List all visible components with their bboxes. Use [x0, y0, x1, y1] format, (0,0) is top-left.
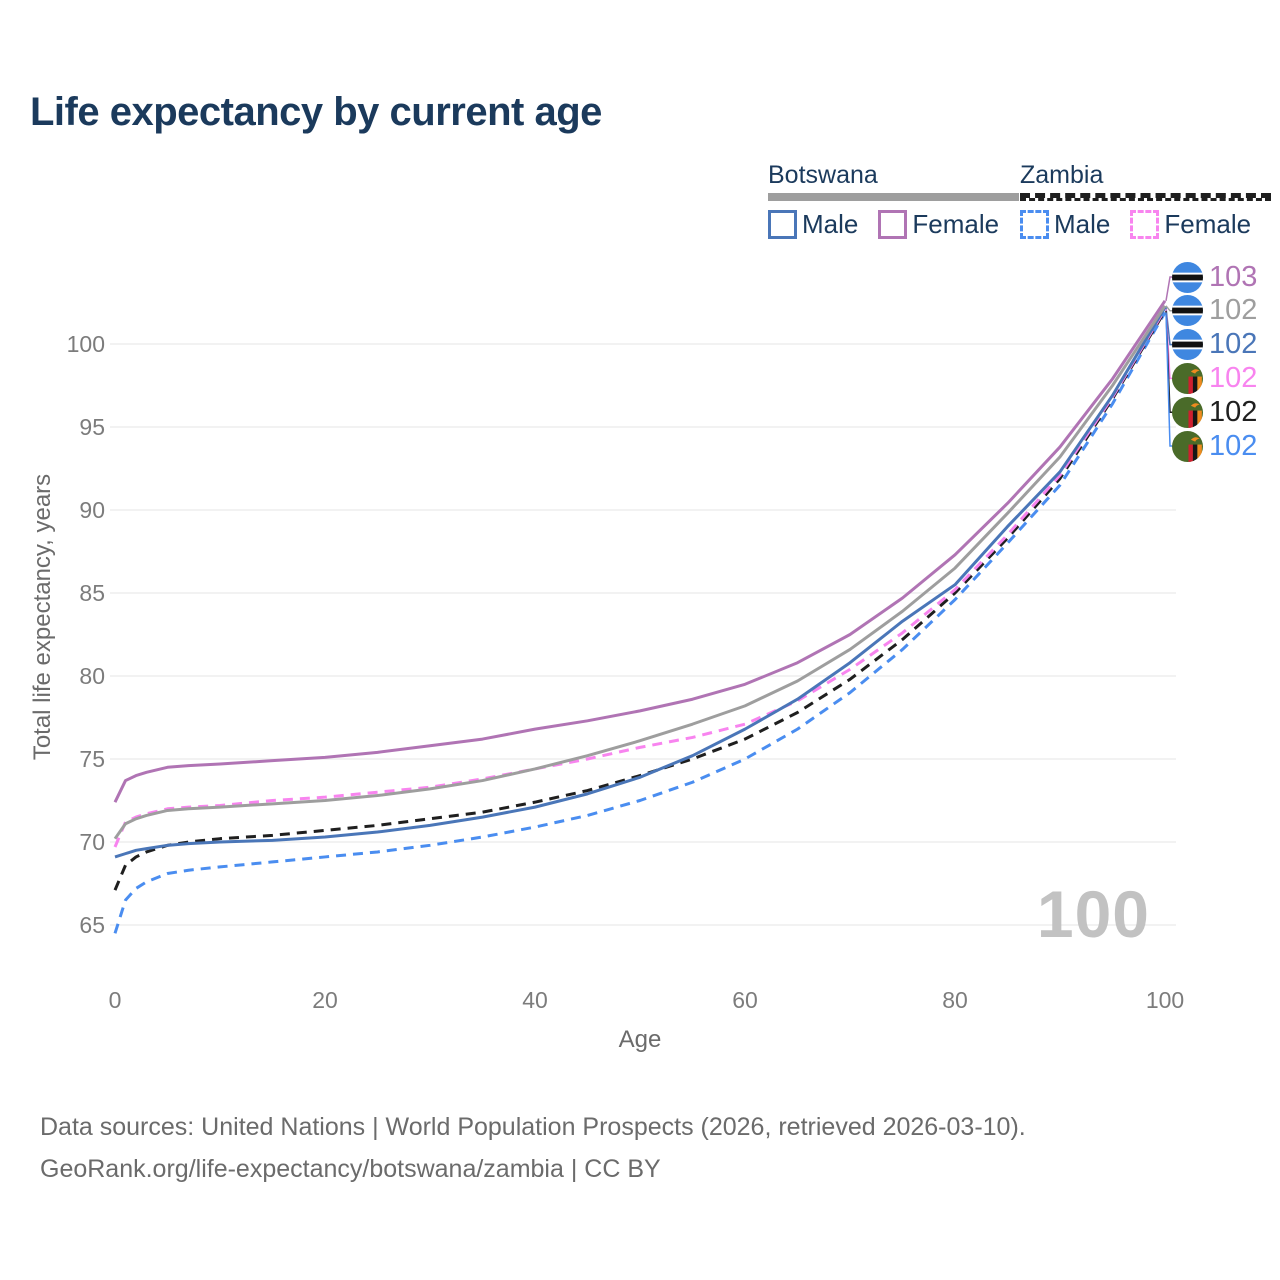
series-line-botswana[interactable] — [113, 304, 1167, 840]
y-tick-85: 85 — [79, 580, 105, 606]
y-tick-95: 95 — [79, 414, 105, 440]
end-label-botswana-male[interactable]: 102 — [1172, 328, 1257, 362]
end-label-zambia-male[interactable]: 102 — [1172, 429, 1257, 463]
flag-botswana-icon — [1172, 295, 1203, 327]
y-tick-70: 70 — [79, 829, 105, 855]
flag-botswana-icon — [1172, 261, 1203, 293]
x-tick-80: 80 — [942, 987, 968, 1013]
x-tick-40: 40 — [522, 987, 548, 1013]
page-title: Life expectancy by current age — [30, 90, 602, 134]
y-tick-90: 90 — [79, 497, 105, 523]
flag-zambia-icon — [1172, 362, 1203, 394]
legend-item-zambia-male[interactable]: Male — [1020, 209, 1110, 240]
footer: Data sources: United Nations | World Pop… — [40, 1106, 1026, 1190]
y-tick-75: 75 — [79, 746, 105, 772]
end-label-value: 102 — [1209, 294, 1258, 327]
legend-item-botswana-male[interactable]: Male — [768, 209, 858, 240]
end-label-value: 102 — [1209, 395, 1258, 428]
y-tick-100: 100 — [67, 331, 105, 357]
end-label-botswana-female[interactable]: 103 — [1172, 260, 1257, 294]
attribution-line: GeoRank.org/life-expectancy/botswana/zam… — [40, 1155, 661, 1183]
legend-item-label: Male — [1054, 209, 1111, 239]
legend-item-botswana-female[interactable]: Female — [878, 209, 999, 240]
data-sources-line: Data sources: United Nations | World Pop… — [40, 1113, 1026, 1141]
x-tick-60: 60 — [732, 987, 758, 1013]
end-label-zambia-female[interactable]: 102 — [1172, 361, 1257, 395]
y-axis-title: Total life expectancy, years — [29, 473, 56, 761]
legend-group-botswana: Botswana Male Female — [768, 161, 1020, 240]
flag-zambia-icon — [1172, 396, 1203, 428]
y-tick-80: 80 — [79, 663, 105, 689]
series-line-botswana-male[interactable] — [114, 306, 1167, 859]
y-tick-65: 65 — [79, 912, 105, 938]
legend-item-label: Male — [802, 209, 859, 239]
x-tick-20: 20 — [312, 987, 338, 1013]
end-label-value: 102 — [1209, 328, 1258, 361]
legend-line-sample-dashed — [1020, 193, 1272, 201]
legend-group-label: Zambia — [1020, 161, 1104, 189]
legend-item-zambia-female[interactable]: Female — [1130, 209, 1251, 240]
end-label-value: 103 — [1209, 260, 1258, 293]
legend-swatch-zambia-male[interactable] — [1020, 210, 1049, 239]
end-label-zambia[interactable]: 102 — [1172, 395, 1257, 429]
legend-group-zambia: Zambia Male Female — [1020, 161, 1272, 240]
flag-zambia-icon — [1172, 430, 1203, 462]
legend-line-sample-solid — [768, 193, 1020, 201]
series-line-zambia-female[interactable] — [113, 308, 1167, 848]
legend-group-label: Botswana — [768, 161, 878, 189]
end-label-value: 102 — [1209, 361, 1258, 394]
flag-botswana-icon — [1172, 329, 1203, 361]
series-line-zambia-male[interactable] — [113, 311, 1167, 934]
legend-item-label: Female — [1164, 209, 1252, 239]
series-line-botswana-female[interactable] — [113, 300, 1167, 803]
x-axis-title: Age — [618, 1026, 662, 1053]
hover-age-watermark: 100 — [1036, 877, 1150, 951]
legend-swatch-botswana-female[interactable] — [878, 210, 908, 239]
x-tick-0: 0 — [109, 987, 122, 1013]
end-label-botswana[interactable]: 102 — [1172, 294, 1257, 328]
legend-swatch-zambia-female[interactable] — [1130, 210, 1160, 239]
legend-swatch-botswana-male[interactable] — [768, 210, 797, 239]
legend-item-label: Female — [912, 209, 1000, 239]
end-label-value: 102 — [1209, 429, 1258, 462]
x-tick-100: 100 — [1146, 987, 1184, 1013]
